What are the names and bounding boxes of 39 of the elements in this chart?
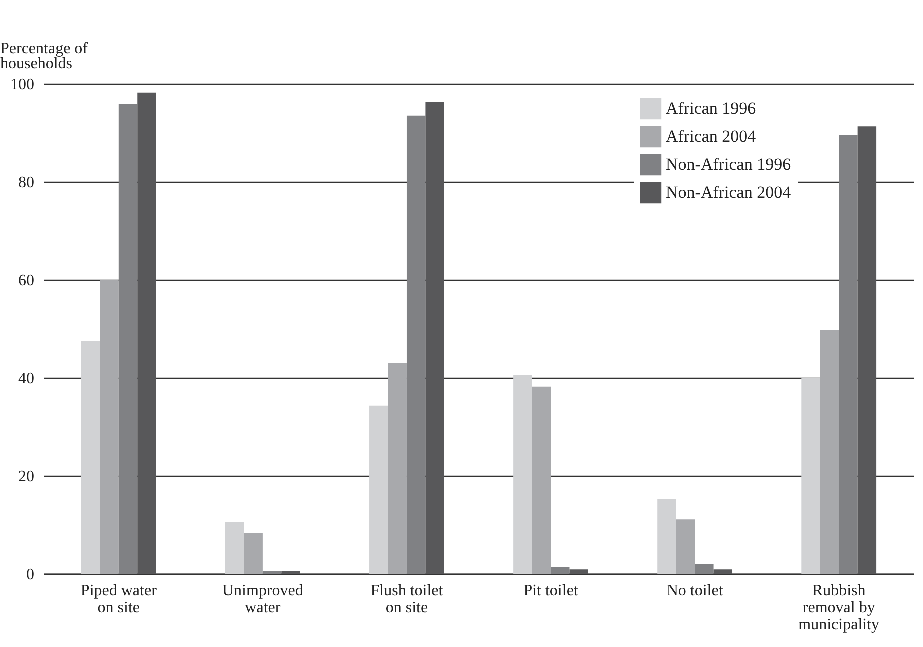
bar [658, 500, 676, 574]
bar [100, 280, 119, 574]
y-tick-label: 60 [18, 272, 34, 290]
x-tick-label: Rubbish removal by municipality [798, 582, 880, 634]
bar [551, 567, 570, 574]
bar [225, 522, 244, 574]
legend-label: African 2004 [666, 127, 757, 146]
bar [802, 378, 820, 574]
x-tick-label: No toilet [666, 582, 724, 600]
bar [839, 134, 858, 574]
bar [570, 570, 588, 574]
bar [514, 375, 532, 574]
legend-label: Non-African 2004 [666, 183, 792, 202]
legend-label: African 1996 [666, 99, 756, 118]
y-tick-label: 80 [18, 174, 34, 192]
legend-label: Non-African 1996 [666, 155, 792, 174]
bar [676, 520, 696, 574]
bar [138, 92, 156, 574]
bar [695, 564, 714, 574]
x-tick-label: Pit toilet [524, 582, 579, 600]
y-axis-title: Percentage of households [0, 40, 89, 72]
bar [370, 406, 388, 574]
bar [532, 386, 552, 574]
x-tick-label: Unimproved water [222, 582, 304, 616]
bar [714, 570, 733, 574]
bar [820, 330, 840, 574]
x-tick-label: Piped water on site [80, 582, 158, 616]
y-tick-label: 100 [10, 76, 34, 94]
bar [81, 341, 100, 574]
bar [244, 533, 263, 574]
y-tick-label: 20 [18, 468, 34, 486]
bar [118, 104, 138, 574]
y-tick-label: 40 [18, 370, 34, 388]
bar [388, 363, 407, 574]
y-tick-label: 0 [26, 566, 34, 584]
x-tick-label: Flush toilet on site [370, 582, 444, 616]
bar [406, 116, 426, 574]
bar [858, 126, 877, 574]
bar [426, 102, 444, 574]
